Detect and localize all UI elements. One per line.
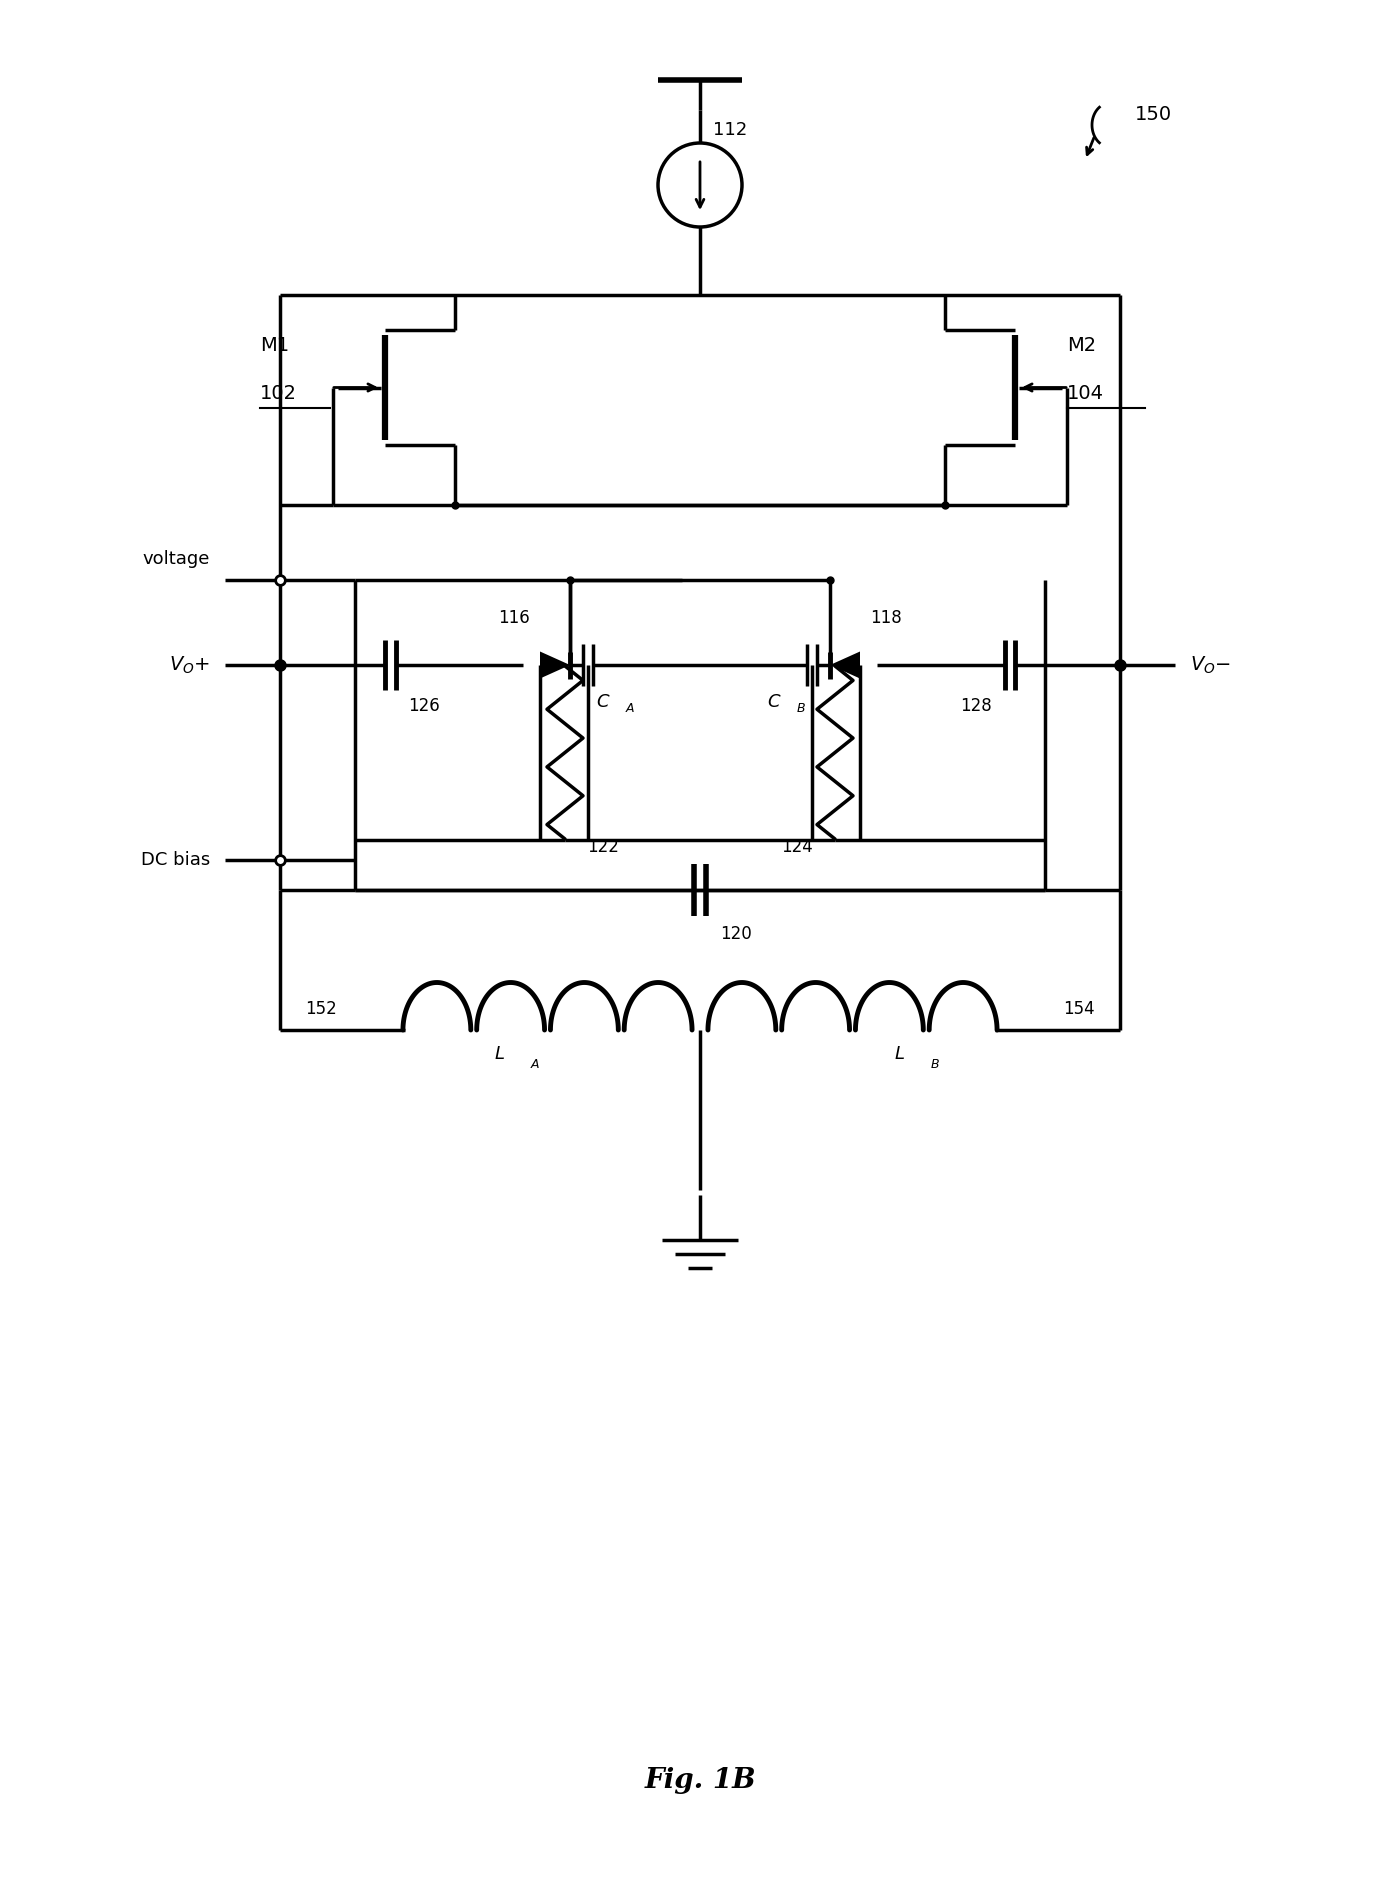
Text: DC bias: DC bias <box>141 851 210 868</box>
Text: Fig. 1B: Fig. 1B <box>644 1767 756 1794</box>
Text: M1: M1 <box>260 336 290 355</box>
Text: 118: 118 <box>869 610 902 627</box>
Polygon shape <box>830 652 860 678</box>
Text: C: C <box>767 694 780 711</box>
Text: 122: 122 <box>587 838 619 857</box>
Text: $V_O$+: $V_O$+ <box>169 654 210 676</box>
Text: L: L <box>895 1045 904 1062</box>
Text: B: B <box>931 1058 939 1072</box>
Text: 128: 128 <box>960 697 993 714</box>
Text: A: A <box>531 1058 539 1072</box>
Text: M2: M2 <box>1067 336 1096 355</box>
Text: B: B <box>797 701 805 714</box>
Text: L: L <box>496 1045 505 1062</box>
Text: 116: 116 <box>498 610 531 627</box>
Text: 112: 112 <box>713 122 748 139</box>
Text: voltage: voltage <box>143 549 210 568</box>
Text: $V_O$−: $V_O$− <box>1190 654 1231 676</box>
Text: A: A <box>626 701 634 714</box>
Text: 104: 104 <box>1067 384 1105 403</box>
Text: C: C <box>596 694 609 711</box>
Text: 154: 154 <box>1064 999 1095 1018</box>
Text: 124: 124 <box>781 838 813 857</box>
Text: 120: 120 <box>720 925 752 942</box>
Text: 152: 152 <box>305 999 337 1018</box>
Text: 150: 150 <box>1135 106 1172 125</box>
Polygon shape <box>540 652 570 678</box>
Text: 126: 126 <box>407 697 440 714</box>
Text: 102: 102 <box>260 384 297 403</box>
